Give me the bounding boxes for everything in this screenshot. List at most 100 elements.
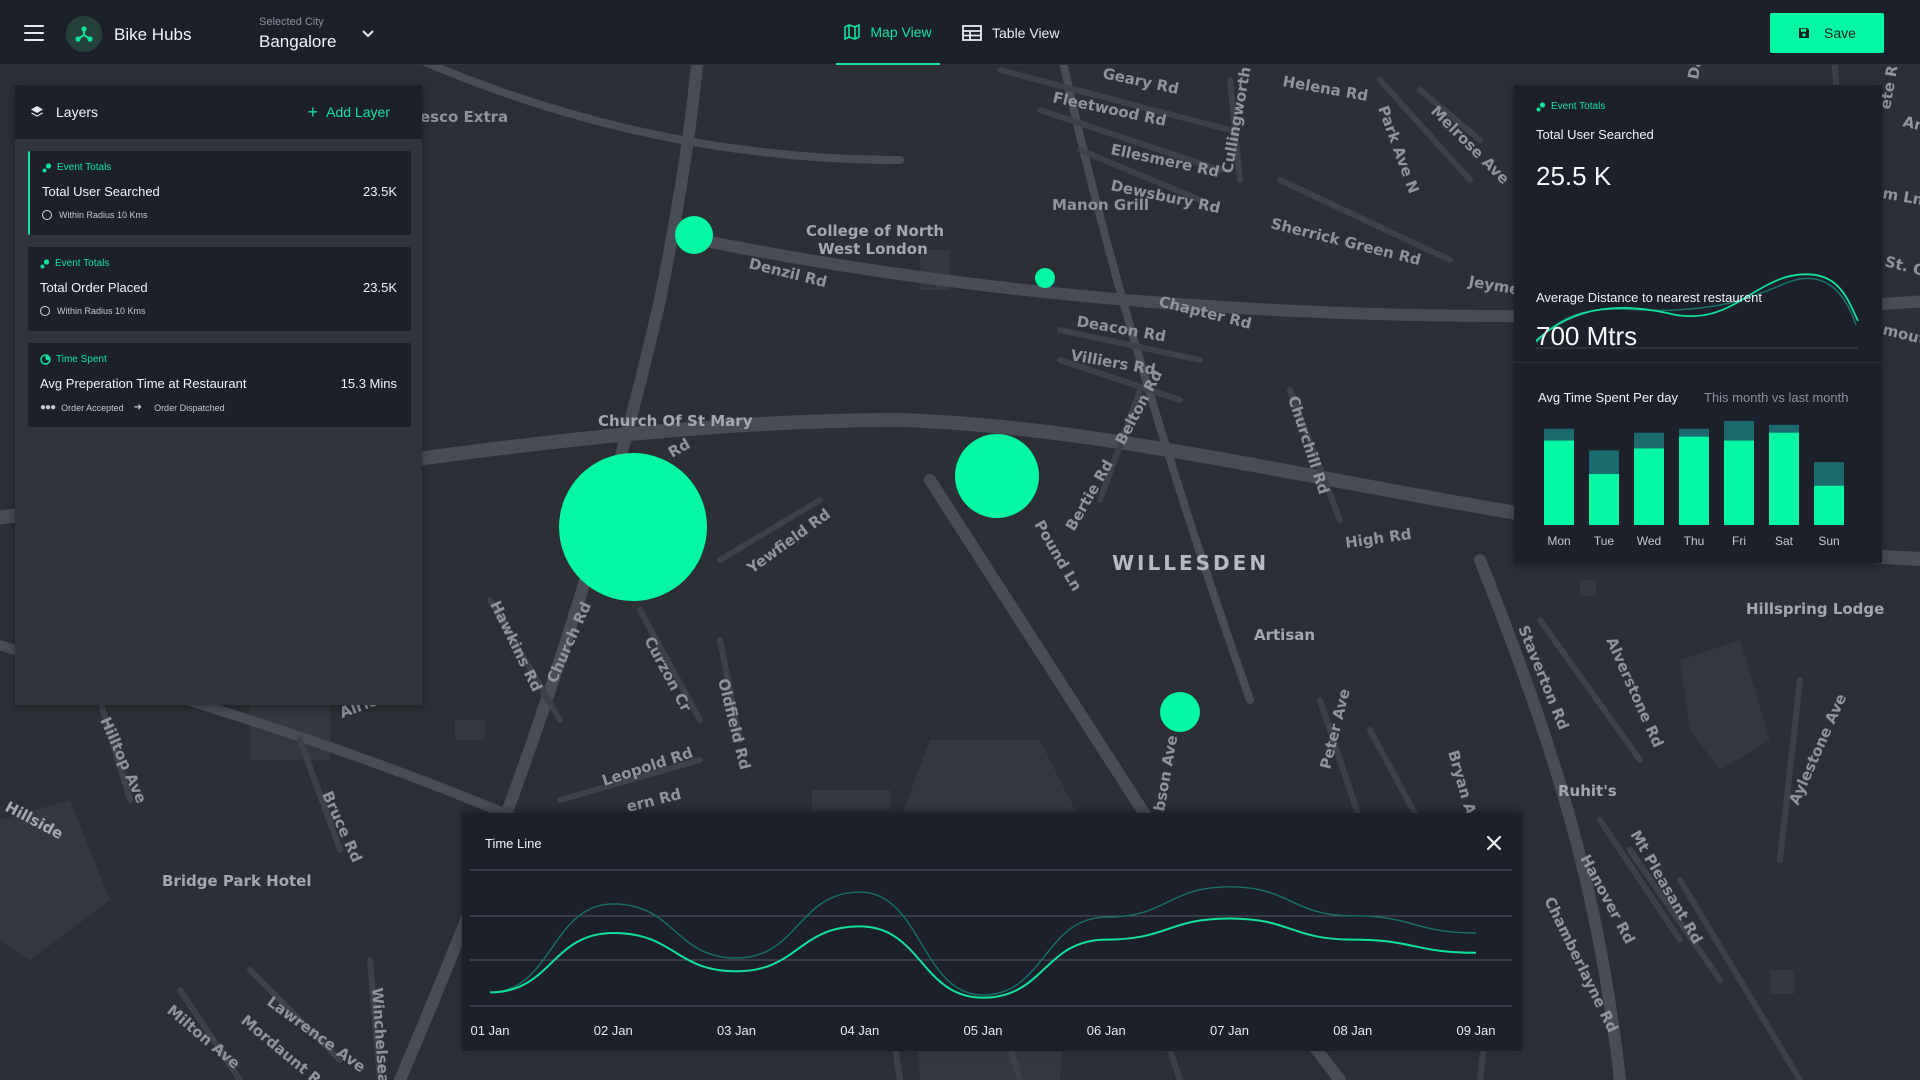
layer-category: Event Totals bbox=[42, 162, 111, 173]
save-button[interactable]: Save bbox=[1770, 13, 1884, 53]
layers-header: Layers + Add Layer bbox=[15, 85, 422, 139]
add-layer-button[interactable]: + Add Layer bbox=[307, 102, 390, 122]
map-label: Manon Grill bbox=[1052, 196, 1149, 214]
divider bbox=[1514, 362, 1882, 363]
map-label: College of North bbox=[806, 222, 944, 240]
chevron-down-icon[interactable] bbox=[361, 29, 375, 39]
stats-panel: Event Totals Total User Searched 25.5 K … bbox=[1514, 85, 1882, 563]
bar-this-month[interactable] bbox=[1589, 473, 1619, 525]
timeline-panel: Time Line 01 Jan 02 Jan 03 Jan 04 Jan 05 Jan… bbox=[462, 813, 1522, 1051]
map-icon bbox=[844, 23, 861, 40]
layer-category: Event Totals bbox=[40, 258, 109, 269]
layer-subtitle-label: Within Radius 10 Kms bbox=[57, 306, 146, 316]
layer-card[interactable]: Time Spent Avg Preperation Time at Resta… bbox=[28, 343, 411, 427]
map-label: An bbox=[1901, 112, 1920, 135]
dots-icon: ●●● bbox=[40, 402, 56, 413]
bar-x-label: Sat bbox=[1775, 534, 1794, 548]
bar-x-label: Tue bbox=[1594, 534, 1615, 548]
stat-label: Average Distance to nearest restaurent bbox=[1536, 290, 1762, 305]
floppy-disk-icon bbox=[1799, 28, 1810, 38]
map-label: West London bbox=[818, 240, 928, 258]
map-bubble[interactable] bbox=[955, 434, 1039, 518]
bar-this-month[interactable] bbox=[1724, 440, 1754, 525]
series-line bbox=[489, 917, 1477, 999]
map-label: Hillspring Lodge bbox=[1746, 600, 1884, 618]
bar-x-label: Mon bbox=[1547, 534, 1570, 548]
bubbles-icon bbox=[40, 258, 50, 268]
layer-title: Total User Searched bbox=[42, 184, 160, 199]
x-tick-label: 02 Jan bbox=[594, 1023, 633, 1038]
bar-this-month[interactable] bbox=[1679, 436, 1709, 525]
map-bubble[interactable] bbox=[1035, 268, 1055, 288]
layer-subtitle: Within Radius 10 Kms bbox=[42, 210, 148, 220]
bar-x-label: Fri bbox=[1732, 534, 1746, 548]
layer-title: Avg Preperation Time at Restaurant bbox=[40, 376, 247, 391]
layer-category: Time Spent bbox=[40, 354, 107, 365]
bubbles-icon bbox=[42, 162, 52, 172]
layer-card[interactable]: Event Totals Total Order Placed 23.5K Wi… bbox=[28, 247, 411, 331]
app-title: Bike Hubs bbox=[114, 25, 192, 44]
city-select-value[interactable]: Bangalore bbox=[259, 32, 337, 51]
timeline-title: Time Line bbox=[485, 836, 542, 851]
x-tick-label: 06 Jan bbox=[1087, 1023, 1126, 1038]
top-header: Bike Hubs Selected City Bangalore Map Vi… bbox=[0, 0, 1920, 65]
timeline-line-chart: 01 Jan 02 Jan 03 Jan 04 Jan 05 Jan 06 Jan 07 J… bbox=[470, 869, 1512, 1038]
series-line bbox=[489, 886, 1477, 996]
layer-title: Total Order Placed bbox=[40, 280, 148, 295]
city-caption: Selected City bbox=[259, 16, 324, 28]
map-label: Church Of St Mary bbox=[598, 412, 753, 430]
bar-x-label: Thu bbox=[1684, 534, 1705, 548]
bar-this-month[interactable] bbox=[1769, 432, 1799, 525]
x-tick-label: 09 Jan bbox=[1456, 1023, 1495, 1038]
bar-this-month[interactable] bbox=[1544, 440, 1574, 525]
layers-icon bbox=[31, 106, 43, 117]
stat-value: 25.5 K bbox=[1536, 161, 1612, 191]
map-bubble[interactable] bbox=[1160, 692, 1200, 732]
tab-label: Table View bbox=[992, 24, 1060, 41]
x-tick-label: 01 Jan bbox=[470, 1023, 509, 1038]
hamburger-menu-icon[interactable] bbox=[24, 25, 44, 41]
map-bubble[interactable] bbox=[559, 453, 707, 601]
layer-category-label: Event Totals bbox=[55, 258, 110, 269]
add-layer-label: Add Layer bbox=[326, 104, 390, 120]
app-logo-icon bbox=[66, 16, 102, 52]
layer-card[interactable]: Event Totals Total User Searched 23.5K W… bbox=[28, 151, 411, 235]
layers-panel: Layers + Add Layer Event Totals Total Us… bbox=[15, 85, 422, 705]
stats-category-label: Event Totals bbox=[1551, 101, 1606, 112]
close-icon[interactable] bbox=[1485, 834, 1503, 852]
arrow-right-icon: ➜ bbox=[133, 402, 143, 413]
tab-map-view[interactable]: Map View bbox=[836, 0, 940, 65]
layer-sub-to: Order Dispatched bbox=[154, 402, 225, 413]
daily-time-bar-chart: Mon Tue Wed Thu Fri Sat Sun bbox=[1544, 420, 1844, 548]
layer-value: 15.3 Mins bbox=[340, 376, 397, 391]
tab-table-view[interactable]: Table View bbox=[962, 0, 1059, 65]
map-label: WILLESDEN bbox=[1112, 551, 1269, 575]
x-tick-label: 07 Jan bbox=[1210, 1023, 1249, 1038]
save-label: Save bbox=[1824, 25, 1856, 41]
layer-category-label: Time Spent bbox=[56, 354, 107, 365]
radius-ring-icon bbox=[40, 306, 50, 316]
x-tick-label: 04 Jan bbox=[840, 1023, 879, 1038]
table-icon bbox=[962, 24, 982, 41]
layer-value: 23.5K bbox=[363, 280, 397, 295]
map-label: Bridge Park Hotel bbox=[162, 872, 312, 890]
bar-this-month[interactable] bbox=[1814, 485, 1844, 525]
layer-category-label: Event Totals bbox=[57, 162, 112, 173]
x-tick-label: 05 Jan bbox=[963, 1023, 1002, 1038]
layer-value: 23.5K bbox=[363, 184, 397, 199]
bar-this-month[interactable] bbox=[1634, 448, 1664, 525]
plus-icon: + bbox=[307, 102, 319, 122]
bar-x-label: Sun bbox=[1818, 534, 1839, 548]
stat-value: 700 Mtrs bbox=[1536, 321, 1638, 351]
chart-title: Avg Time Spent Per day bbox=[1538, 390, 1678, 405]
layer-sub-from: Order Accepted bbox=[61, 402, 124, 413]
layer-subtitle: Within Radius 10 Kms bbox=[40, 306, 146, 316]
map-bubble[interactable] bbox=[675, 216, 713, 254]
x-tick-label: 08 Jan bbox=[1333, 1023, 1372, 1038]
layers-title: Layers bbox=[56, 104, 99, 120]
radius-ring-icon bbox=[42, 210, 52, 220]
map-label: esco Extra bbox=[420, 108, 508, 126]
clock-icon bbox=[40, 354, 51, 365]
tab-label: Map View bbox=[870, 23, 932, 40]
layer-subtitle: ●●● Order Accepted ➜ Order Dispatched bbox=[40, 402, 225, 413]
